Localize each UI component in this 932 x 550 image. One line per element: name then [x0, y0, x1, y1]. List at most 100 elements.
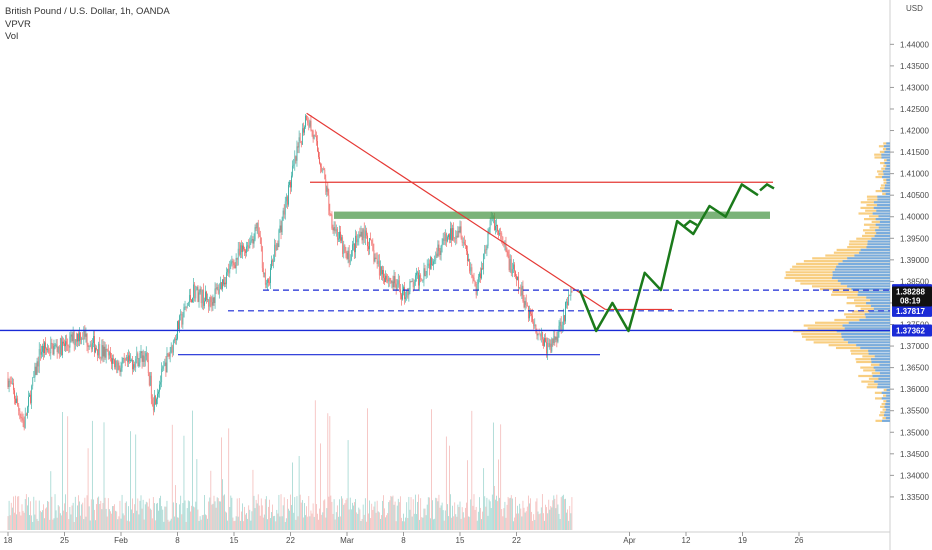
volume-bar [23, 512, 25, 530]
profile-bar [840, 282, 890, 285]
volume-bar [283, 497, 285, 530]
volume-bar [420, 498, 422, 530]
price-tag-lower[interactable]: 1.37362 [892, 324, 932, 337]
indicator-vol[interactable]: Vol [5, 31, 19, 42]
volume-bar [77, 505, 78, 530]
candle-body [56, 344, 58, 353]
volume-bar [465, 507, 466, 530]
candle-body [497, 225, 498, 231]
profile-bar [836, 265, 890, 268]
volume-bar [116, 511, 118, 530]
candle-body [296, 146, 298, 161]
candle-body [327, 187, 329, 196]
volume-bar [256, 503, 258, 530]
candle-body [273, 260, 275, 262]
candle-body [291, 175, 292, 188]
candle-body [338, 238, 339, 240]
volume-bar [275, 521, 277, 530]
candle-body [234, 265, 236, 269]
candle-body [545, 338, 546, 342]
candle-body [482, 268, 483, 270]
candle-body [550, 343, 552, 352]
candle-body [256, 222, 258, 229]
candle-body [123, 357, 125, 360]
volume-bar [137, 498, 139, 530]
candle-body [319, 157, 320, 164]
volume-bar [150, 509, 152, 530]
volume-bar [511, 498, 513, 530]
resistance-zone[interactable] [334, 211, 770, 219]
volume-bar [366, 521, 367, 530]
volume-bar [356, 512, 358, 530]
volume-bar [353, 505, 354, 530]
candle-body [377, 260, 379, 264]
volume-bar [471, 410, 473, 530]
candle-body [303, 128, 304, 133]
candle-body [562, 315, 564, 325]
candle-body [221, 282, 222, 289]
volume-bar [385, 517, 386, 530]
volume-bar [18, 496, 20, 530]
candle-body [518, 276, 520, 289]
candle-body [45, 342, 46, 349]
candle-body [117, 362, 119, 370]
candle-body [101, 345, 103, 359]
indicator-vpvr[interactable]: VPVR [5, 18, 31, 30]
candle-body [339, 231, 340, 239]
volume-bar [276, 509, 278, 530]
candle-body [445, 233, 447, 242]
volume-bar [245, 514, 246, 530]
candle-body [253, 239, 255, 244]
volume-bar [149, 508, 151, 530]
volume-bar [430, 518, 431, 530]
volume-bar [413, 513, 415, 530]
candle-body [284, 201, 286, 215]
volume-bar [284, 521, 286, 530]
candle-body [537, 333, 539, 336]
price-tag-mid[interactable]: 1.37817 [892, 304, 932, 317]
profile-bar [886, 159, 890, 162]
volume-bar [39, 510, 41, 530]
candle-body [534, 324, 536, 327]
candle-body [60, 338, 62, 356]
volume-bar [225, 511, 226, 530]
profile-bar [864, 313, 890, 316]
projection-arrowhead [682, 219, 698, 229]
volume-bar [562, 494, 564, 530]
candle-body [251, 239, 253, 241]
volume-bar [506, 504, 508, 530]
volume-bar [52, 519, 54, 530]
volume-bar [31, 515, 33, 530]
candle-body [142, 355, 144, 362]
candle-body [565, 302, 566, 322]
trendline[interactable] [306, 112, 606, 310]
candle-body [80, 332, 81, 341]
volume-bar [309, 516, 311, 530]
volume-bar [491, 494, 493, 530]
volume-bar [166, 500, 168, 530]
price-tag-lower-label: 1.37362 [896, 326, 925, 335]
candle-body [419, 275, 420, 286]
candle-body [461, 237, 463, 243]
projection-path[interactable] [578, 183, 759, 333]
volume-bar [323, 500, 325, 530]
volume-bar [454, 502, 456, 530]
candle-body [416, 272, 417, 276]
volume-bar [91, 420, 93, 530]
profile-bar [871, 237, 890, 240]
candle-body [204, 301, 205, 306]
volume-bar [568, 520, 570, 530]
candle-body [399, 289, 401, 295]
profile-bar [832, 271, 890, 274]
profile-bar [859, 251, 890, 254]
profile-bar [866, 246, 890, 249]
candle-body [535, 324, 537, 332]
x-tick-label: 18 [4, 536, 13, 545]
volume-bar [294, 497, 296, 530]
x-tick-label: Apr [623, 536, 636, 545]
candle-body [505, 243, 507, 252]
candle-body [188, 295, 190, 303]
candle-body [180, 313, 182, 316]
